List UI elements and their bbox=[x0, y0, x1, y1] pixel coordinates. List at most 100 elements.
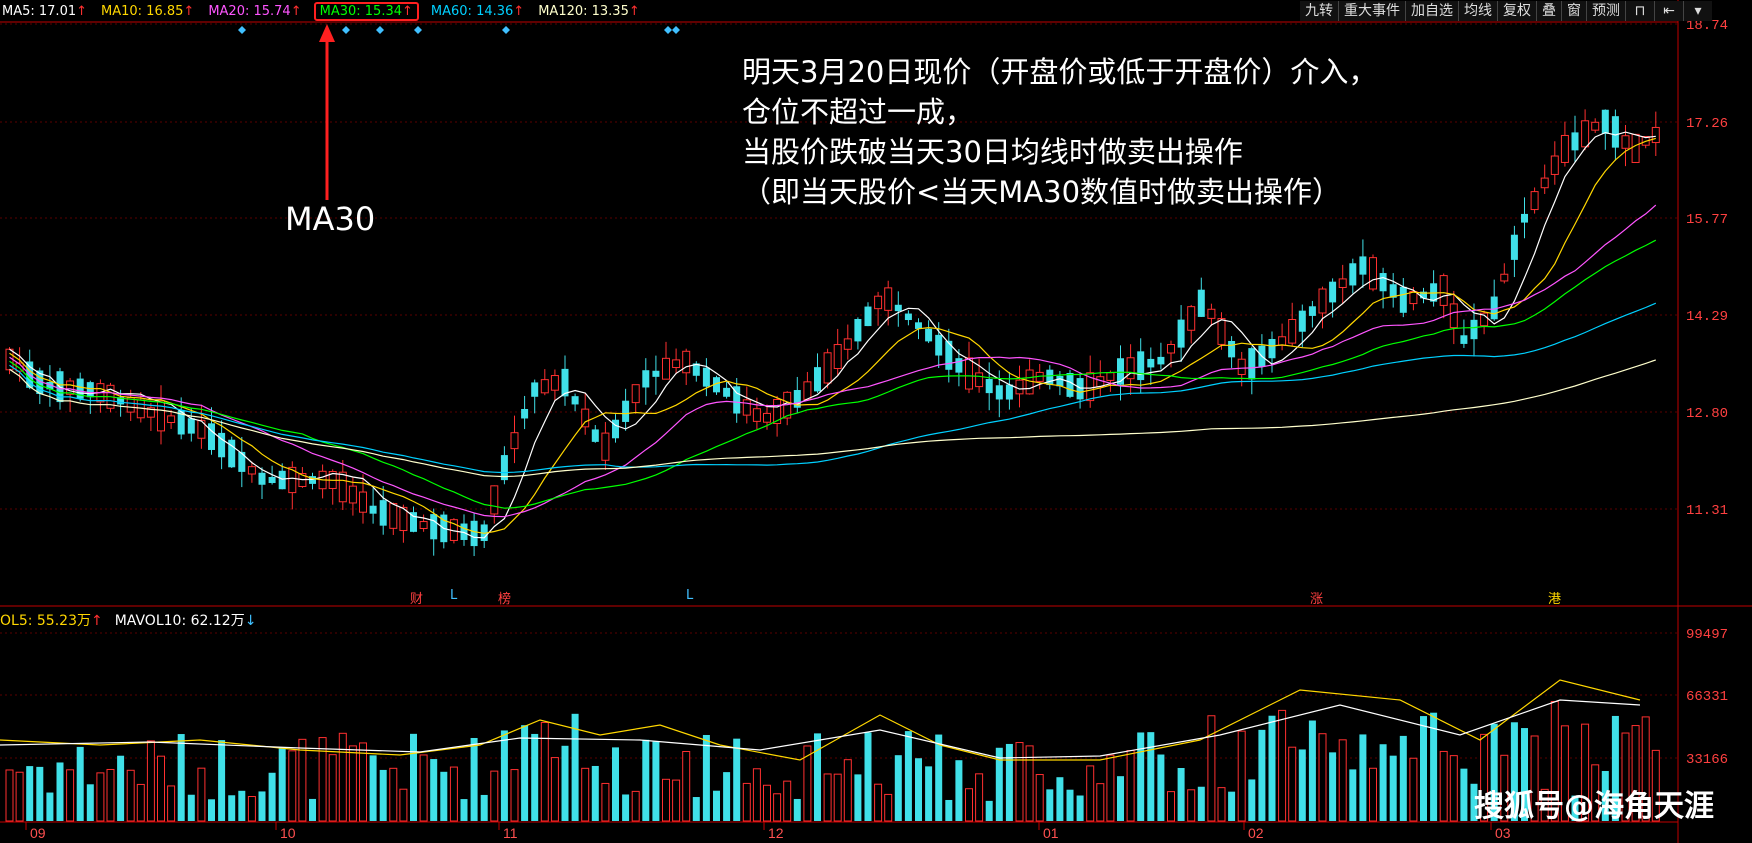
candle-body bbox=[1470, 319, 1478, 340]
volume-bar bbox=[46, 792, 54, 821]
candle-body bbox=[1349, 263, 1357, 286]
volume-bar bbox=[1268, 715, 1276, 821]
volume-bar bbox=[157, 755, 165, 822]
candle-body bbox=[187, 418, 195, 434]
watermark: 搜狐号@海角天涯 bbox=[1474, 789, 1714, 824]
candle-body bbox=[1015, 379, 1024, 395]
ma10-value: MA10: 16.85↑ bbox=[101, 3, 195, 19]
volume-bar bbox=[389, 767, 398, 822]
candle-body bbox=[1581, 120, 1590, 148]
volume-bar bbox=[854, 774, 862, 821]
event-marker-l[interactable]: L bbox=[686, 588, 694, 603]
candle-body bbox=[823, 352, 832, 384]
ma-lines-button[interactable]: 均线 bbox=[1458, 1, 1497, 21]
volume-bar bbox=[348, 745, 357, 822]
volume-bar bbox=[803, 745, 812, 822]
volume-bar bbox=[238, 790, 246, 821]
dropdown-icon[interactable]: ▾ bbox=[1683, 1, 1712, 21]
annotation-line: 仓位不超过一成， bbox=[742, 95, 975, 129]
volume-bar bbox=[36, 766, 44, 821]
volume-bar bbox=[571, 713, 579, 821]
volume-bar bbox=[1106, 754, 1115, 822]
event-marker-ranking[interactable]: 榜 bbox=[498, 592, 512, 607]
candle-body bbox=[258, 472, 266, 485]
window-button[interactable]: 窗 bbox=[1561, 1, 1586, 21]
volume-bar bbox=[793, 798, 801, 821]
candle-body bbox=[1490, 296, 1498, 320]
candle-body bbox=[1521, 213, 1528, 223]
candle-body bbox=[672, 359, 681, 369]
candle-body bbox=[1298, 310, 1306, 332]
volume-bar bbox=[1621, 732, 1630, 822]
candle-body bbox=[76, 378, 84, 399]
candle-body bbox=[662, 357, 670, 380]
volume-bar bbox=[773, 793, 782, 822]
volume-bar bbox=[1137, 732, 1145, 821]
ma-legend: MA5: 17.01↑ MA10: 16.85↑ MA20: 15.74↑ MA… bbox=[0, 0, 642, 22]
event-marker-earnings[interactable]: 财 bbox=[410, 592, 424, 607]
volume-bar bbox=[1288, 746, 1297, 822]
candle-body bbox=[500, 455, 508, 481]
candle-body bbox=[1409, 290, 1418, 305]
candle-body bbox=[1338, 278, 1347, 288]
month-label: 11 bbox=[503, 825, 518, 841]
volume-bar bbox=[419, 754, 428, 822]
lock-icon[interactable]: ⊓ bbox=[1625, 1, 1654, 21]
candle-body bbox=[843, 338, 852, 350]
volume-bar bbox=[672, 779, 681, 822]
major-events-button[interactable]: 重大事件 bbox=[1338, 1, 1405, 21]
volume-bar bbox=[480, 794, 488, 821]
volume-bar bbox=[1329, 752, 1337, 821]
ma5-line bbox=[9, 131, 1656, 539]
event-marker-limit-up[interactable]: 涨 bbox=[1310, 592, 1324, 607]
volume-bar bbox=[904, 731, 912, 821]
signal-diamond bbox=[502, 26, 510, 34]
volume-bar bbox=[1177, 768, 1185, 821]
forecast-button[interactable]: 预测 bbox=[1586, 1, 1625, 21]
candle-body bbox=[894, 304, 902, 312]
volume-bar bbox=[1248, 779, 1256, 821]
volume-bar bbox=[561, 745, 569, 821]
month-label: 12 bbox=[768, 825, 784, 841]
candle-body bbox=[521, 408, 529, 419]
volume-bar bbox=[742, 782, 751, 822]
candle-body bbox=[288, 466, 297, 494]
candle-body bbox=[1056, 375, 1064, 387]
volume-bar bbox=[1510, 722, 1518, 821]
candle-body bbox=[1460, 335, 1468, 344]
volume-tick-label: 33166 bbox=[1686, 752, 1728, 768]
event-marker-hk[interactable]: 港 bbox=[1548, 592, 1562, 607]
annotation-line: 明天3月20日现价（开盘价或低于开盘价）介入， bbox=[742, 55, 1378, 89]
volume-bar bbox=[1611, 715, 1619, 821]
volume-bar bbox=[369, 755, 377, 821]
volume-bar bbox=[1571, 795, 1579, 821]
volume-bar bbox=[1399, 735, 1407, 821]
candle-body bbox=[1601, 109, 1609, 134]
candle-body bbox=[793, 390, 801, 408]
jiuzhuan-button[interactable]: 九转 bbox=[1300, 1, 1338, 21]
volume-bar bbox=[106, 768, 115, 822]
candle-body bbox=[1187, 306, 1196, 331]
volume-bar bbox=[823, 773, 832, 822]
first-page-icon[interactable]: ⇤ bbox=[1654, 1, 1683, 21]
candle-body bbox=[854, 319, 862, 342]
candle-body bbox=[430, 514, 438, 540]
volume-bar bbox=[1278, 709, 1287, 822]
candle-body bbox=[338, 471, 347, 503]
volume-bar bbox=[96, 772, 105, 822]
volume-bar bbox=[662, 778, 670, 822]
volume-bar bbox=[752, 768, 761, 822]
volume-bar bbox=[1308, 720, 1316, 821]
candle-body bbox=[1177, 319, 1185, 348]
overlay-button[interactable]: 叠 bbox=[1536, 1, 1561, 21]
volume-bar bbox=[1086, 765, 1095, 822]
add-watchlist-button[interactable]: 加自选 bbox=[1405, 1, 1458, 21]
event-marker-l[interactable]: L bbox=[450, 588, 458, 603]
adjust-button[interactable]: 复权 bbox=[1497, 1, 1536, 21]
volume-bar bbox=[1540, 788, 1549, 822]
candle-body bbox=[1571, 132, 1579, 151]
chart-toolbar: 九转 重大事件 加自选 均线 复权 叠 窗 预测 ⊓ ⇤ ▾ bbox=[1300, 1, 1712, 21]
volume-bar bbox=[197, 767, 206, 822]
candle-body bbox=[1308, 306, 1316, 316]
